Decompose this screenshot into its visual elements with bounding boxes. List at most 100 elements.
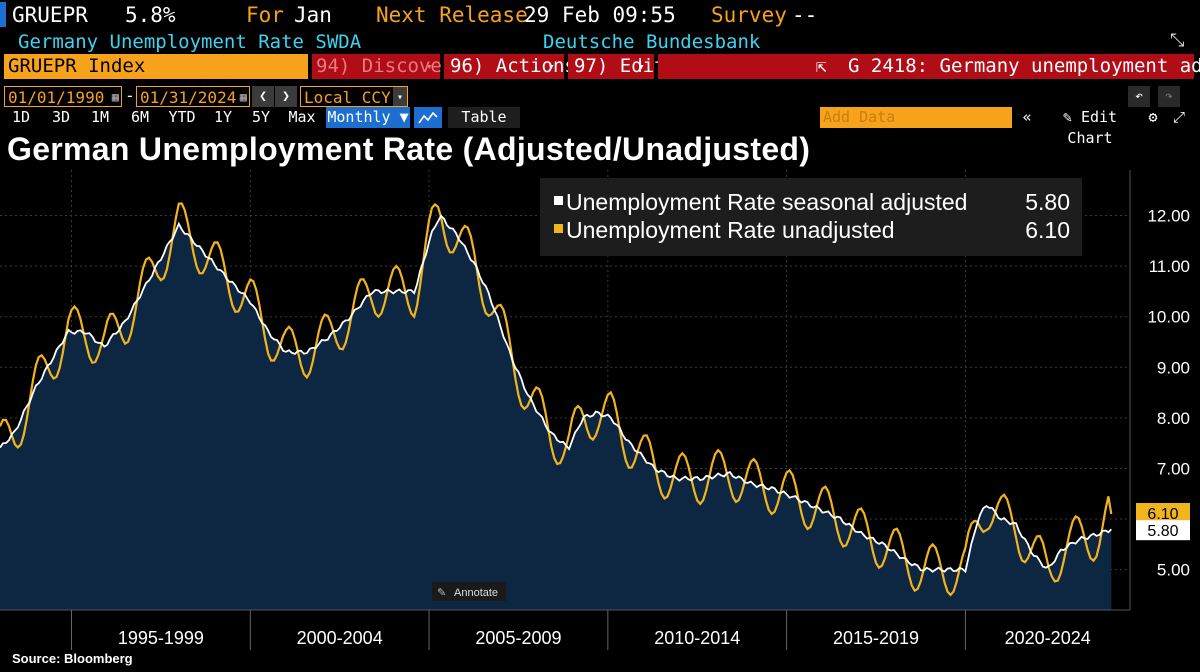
tag-adjusted-bg (1136, 520, 1190, 541)
period-ytd[interactable]: YTD (168, 108, 196, 126)
period-1d[interactable]: 1D (11, 108, 31, 126)
legend-value-adjusted: 5.80 (1025, 189, 1070, 215)
security-description: Germany Unemployment Rate SWDA (18, 31, 362, 53)
annotate-pencil-icon: ✎ (437, 587, 446, 599)
discover-label: 94) Discover (316, 55, 454, 77)
y-tick-label: 7.00 (1157, 459, 1190, 478)
ticker: GRUEPR (12, 3, 88, 27)
period-6m[interactable]: 6M (130, 108, 150, 126)
currency-caret-icon: ▾ (393, 87, 407, 106)
prev-range-button[interactable]: ❮ (252, 86, 274, 107)
x-tick-label: 2010-2014 (654, 628, 740, 648)
legend-swatch-unadjusted (554, 224, 563, 233)
edit-chart-button[interactable]: ✎ Edit Chart (1042, 107, 1138, 147)
period-5y[interactable]: 5Y (251, 108, 271, 126)
next-range-button[interactable]: ❯ (275, 86, 297, 107)
y-tick-label: 9.00 (1157, 358, 1190, 377)
next-release-label: Next Release (376, 3, 528, 27)
x-tick-label: 1995-1999 (118, 628, 204, 648)
actions-button[interactable]: 96) Actions ▾ (444, 54, 576, 79)
adjusted-area-fill (0, 215, 1112, 611)
period-max[interactable]: Max (288, 108, 316, 126)
actions-label: 96) Actions (450, 55, 576, 77)
currency-value: Local CCY (304, 88, 391, 107)
survey-label: Survey (711, 3, 787, 27)
calendar-icon[interactable]: ▦ (239, 90, 247, 104)
frequency-select[interactable]: Monthly ▼ (326, 107, 410, 128)
start-date-field[interactable]: 01/01/1990 ▦ (4, 86, 122, 107)
last-value: 5.8% (125, 3, 176, 27)
discover-button[interactable]: 94) Discover ▾ (312, 54, 453, 79)
legend-value-unadjusted: 6.10 (1025, 217, 1070, 243)
edit-label: 97) Edit (574, 55, 666, 77)
add-data-placeholder: Add Data (823, 108, 896, 126)
command-bar: GRUEPR Index 94) Discover ▾ 96) Actions … (0, 54, 1200, 80)
settings-icon[interactable]: ⚙ (1148, 108, 1158, 126)
for-value: Jan (294, 3, 332, 27)
edit-caret-icon: ▾ (638, 60, 645, 73)
table-button[interactable]: Table (448, 107, 520, 128)
survey-value: -- (792, 3, 818, 27)
period-1y[interactable]: 1Y (213, 108, 233, 126)
end-date-field[interactable]: 01/31/2024 ▦ (136, 86, 250, 107)
chart-title: German Unemployment Rate (Adjusted/Unadj… (7, 131, 811, 167)
edit-chart-label: Edit Chart (1067, 108, 1118, 147)
line-chart-icon[interactable] (414, 107, 442, 128)
annotate-button[interactable]: ✎ Annotate (432, 582, 506, 601)
y-tick-label: 11.00 (1149, 257, 1190, 276)
chart-ref-bar[interactable]: ⇱ G 2418: Germany unemployment adj (658, 54, 1200, 79)
header-row: GRUEPR 5.8% For Jan Next Release 29 Feb … (0, 0, 1200, 30)
x-tick-label: 2020-2024 (1005, 628, 1091, 648)
annotate-bg (432, 582, 506, 601)
x-axis: 1995-1999 2000-2004 2005-2009 2010-2014 2015… (0, 609, 1130, 650)
date-toolbar: 01/01/1990 ▦ - 01/31/2024 ▦ ❮ ❯ Local CC… (0, 86, 1200, 108)
legend-swatch-adjusted (554, 196, 563, 205)
ticker-marker (0, 2, 6, 27)
annotate-label: Annotate (454, 587, 498, 599)
actions-caret-icon: ▾ (548, 60, 555, 73)
series-adjusted-line (0, 214, 1112, 574)
legend-label-unadjusted: Unemployment Rate unadjusted (566, 217, 895, 243)
legend-box (540, 178, 1082, 256)
last-value-tag-adjusted: 5.80 (1136, 520, 1190, 541)
add-data-field[interactable]: Add Data (820, 107, 1012, 128)
pin-icon[interactable]: ⤢ (1172, 108, 1185, 126)
x-tick-label: 2005-2009 (475, 628, 561, 648)
undo-icon[interactable]: ↶ (1128, 86, 1150, 107)
legend-label-adjusted: Unemployment Rate seasonal adjusted (566, 189, 967, 215)
currency-select[interactable]: Local CCY ▾ (300, 86, 408, 107)
start-date-value: 01/01/1990 (8, 88, 105, 107)
security-field[interactable]: GRUEPR Index (4, 54, 308, 79)
period-1m[interactable]: 1M (90, 108, 110, 126)
expand-icon[interactable]: ⤡ (1170, 30, 1185, 51)
launch-icon: ⇱ (816, 56, 827, 77)
series-unadjusted-line (0, 202, 1113, 597)
tag-adjusted-text: 5.80 (1147, 523, 1178, 540)
next-release-value: 29 Feb 09:55 (524, 3, 676, 27)
edit-button[interactable]: 97) Edit ▾ (568, 54, 666, 79)
x-tick-label: 2000-2004 (297, 628, 383, 648)
y-tick-label: 12.00 (1147, 207, 1190, 226)
tag-unadjusted-text: 6.10 (1147, 506, 1178, 523)
discover-caret-icon: ▾ (426, 60, 433, 73)
y-tick-label: 5.00 (1157, 561, 1190, 580)
date-separator: - (125, 86, 135, 105)
collapse-icon[interactable]: « (1022, 108, 1032, 126)
chart-ref-label: G 2418: Germany unemployment adj (848, 55, 1200, 77)
last-value-tag-unadjusted: 6.10 (1136, 503, 1190, 523)
description-row: Germany Unemployment Rate SWDA Deutsche … (0, 30, 1200, 53)
period-3d[interactable]: 3D (51, 108, 71, 126)
period-toolbar: 1D 3D 1M 6M YTD 1Y 5Y Max Monthly ▼ Tabl… (0, 107, 1200, 147)
redo-icon[interactable]: ↷ (1158, 86, 1180, 107)
pencil-icon: ✎ (1062, 108, 1072, 126)
tag-unadjusted-bg (1136, 503, 1190, 523)
y-tick-label: 8.00 (1157, 409, 1190, 428)
source-org: Deutsche Bundesbank (543, 31, 761, 53)
line-chart-glyph (418, 111, 438, 124)
calendar-icon[interactable]: ▦ (111, 90, 119, 104)
x-tick-label: 2015-2019 (833, 628, 919, 648)
end-date-value: 01/31/2024 (140, 88, 237, 107)
for-label: For (246, 3, 284, 27)
source-note: Source: Bloomberg (12, 651, 133, 666)
